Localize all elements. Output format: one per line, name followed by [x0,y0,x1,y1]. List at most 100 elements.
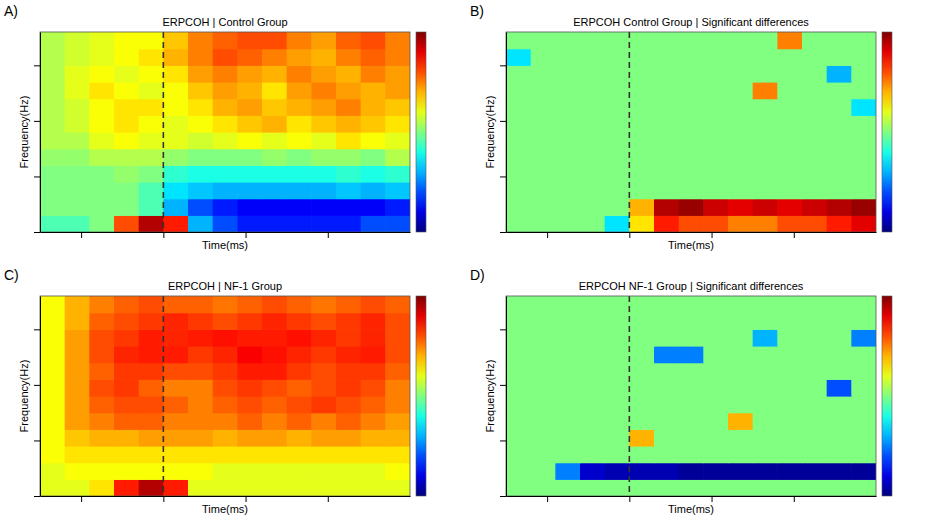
heatmap-cell [827,115,852,132]
heatmap-cell [531,346,556,363]
heatmap-cell [827,49,852,66]
heatmap-cell [237,446,262,463]
heatmap-cell [139,82,164,99]
heatmap-cell [213,199,238,216]
heatmap-cell [213,429,238,446]
heatmap-cell [703,82,728,99]
tick-mark [246,496,247,502]
y-tick [34,176,40,177]
heatmap-cell [827,296,852,313]
heatmap-cell [777,346,802,363]
heatmap-cell [827,379,852,396]
tick-mark [629,496,630,502]
heatmap-cell [555,396,580,413]
heatmap-cell [605,396,630,413]
tick-mark [246,232,247,238]
heatmap-cell [336,329,361,346]
heatmap-cell [262,396,287,413]
heatmap-cell [336,396,361,413]
heatmap-cell [629,296,654,313]
heatmap-cell [605,215,630,232]
heatmap-cell [580,215,605,232]
heatmap-cell [728,199,753,216]
heatmap-cell [605,32,630,49]
heatmap-cell [237,363,262,380]
heatmap-cell [163,396,188,413]
heatmap-cell [65,32,90,49]
heatmap-cell [40,49,65,66]
heatmap-cell [802,446,827,463]
axis-line [506,297,507,497]
x-tick [712,232,713,238]
chart-title: ERPCOH | Control Group [162,16,287,28]
heatmap-cell [802,479,827,496]
heatmap-cell [311,313,336,330]
heatmap-cell [777,32,802,49]
heatmap-cell [163,32,188,49]
heatmap-cell [163,346,188,363]
heatmap-cell [188,115,213,132]
heatmap-cell [777,65,802,82]
heatmap-cell [629,329,654,346]
heatmap-cell [777,463,802,480]
heatmap-cell [851,413,876,430]
heatmap-cell [753,65,778,82]
panel: C)ERPCOH | NF-1 GroupTime(ms)Frequency(H… [4,267,426,515]
heatmap-cell [287,215,312,232]
heatmap-cell [163,99,188,116]
heatmap-cell [802,346,827,363]
heatmap-cell [580,379,605,396]
heatmap-cell [311,149,336,166]
heatmap-cell [605,446,630,463]
heatmap-cell [753,215,778,232]
heatmap-cell [654,65,679,82]
heatmap-cell [851,479,876,496]
tick-mark [794,496,795,502]
heatmap-cell [311,65,336,82]
heatmap-cell [777,215,802,232]
heatmap-cell [262,99,287,116]
heatmap-cell [336,429,361,446]
heatmap-cell [728,32,753,49]
heatmap-cell [237,396,262,413]
heatmap-cell [385,82,410,99]
heatmap-cell [213,463,238,480]
heatmap-cell [703,346,728,363]
heatmap-cell [728,479,753,496]
heatmap-cell [629,199,654,216]
axis-line [41,232,411,233]
heatmap-cell [237,479,262,496]
heatmap-cell [851,149,876,166]
heatmap-cell [40,32,65,49]
heatmap-cell [385,199,410,216]
heatmap-cell [213,396,238,413]
heatmap-cell [555,182,580,199]
heatmap-cell [753,115,778,132]
heatmap-cell [629,363,654,380]
heatmap-cell [629,149,654,166]
heatmap-cell [580,413,605,430]
heatmap-cell [336,313,361,330]
heatmap-cell [89,396,114,413]
heatmap-cell [777,479,802,496]
heatmap-cell [703,149,728,166]
heatmap-cell [654,396,679,413]
heatmap-cell [679,65,704,82]
heatmap-cell [114,346,139,363]
heatmap-cell [139,132,164,149]
heatmap-cell [163,429,188,446]
heatmap-cell [114,379,139,396]
heatmap-cell [654,215,679,232]
tick-mark [34,329,40,330]
heatmap-cell [605,479,630,496]
heatmap-cell [361,379,386,396]
heatmap-cell [802,463,827,480]
heatmap-cell [237,296,262,313]
tick-mark [34,176,40,177]
heatmap-cell [89,65,114,82]
heatmap-cell [188,329,213,346]
heatmap-cell [555,149,580,166]
heatmap-cell [555,429,580,446]
heatmap-cell [506,479,531,496]
heatmap-cell [40,99,65,116]
